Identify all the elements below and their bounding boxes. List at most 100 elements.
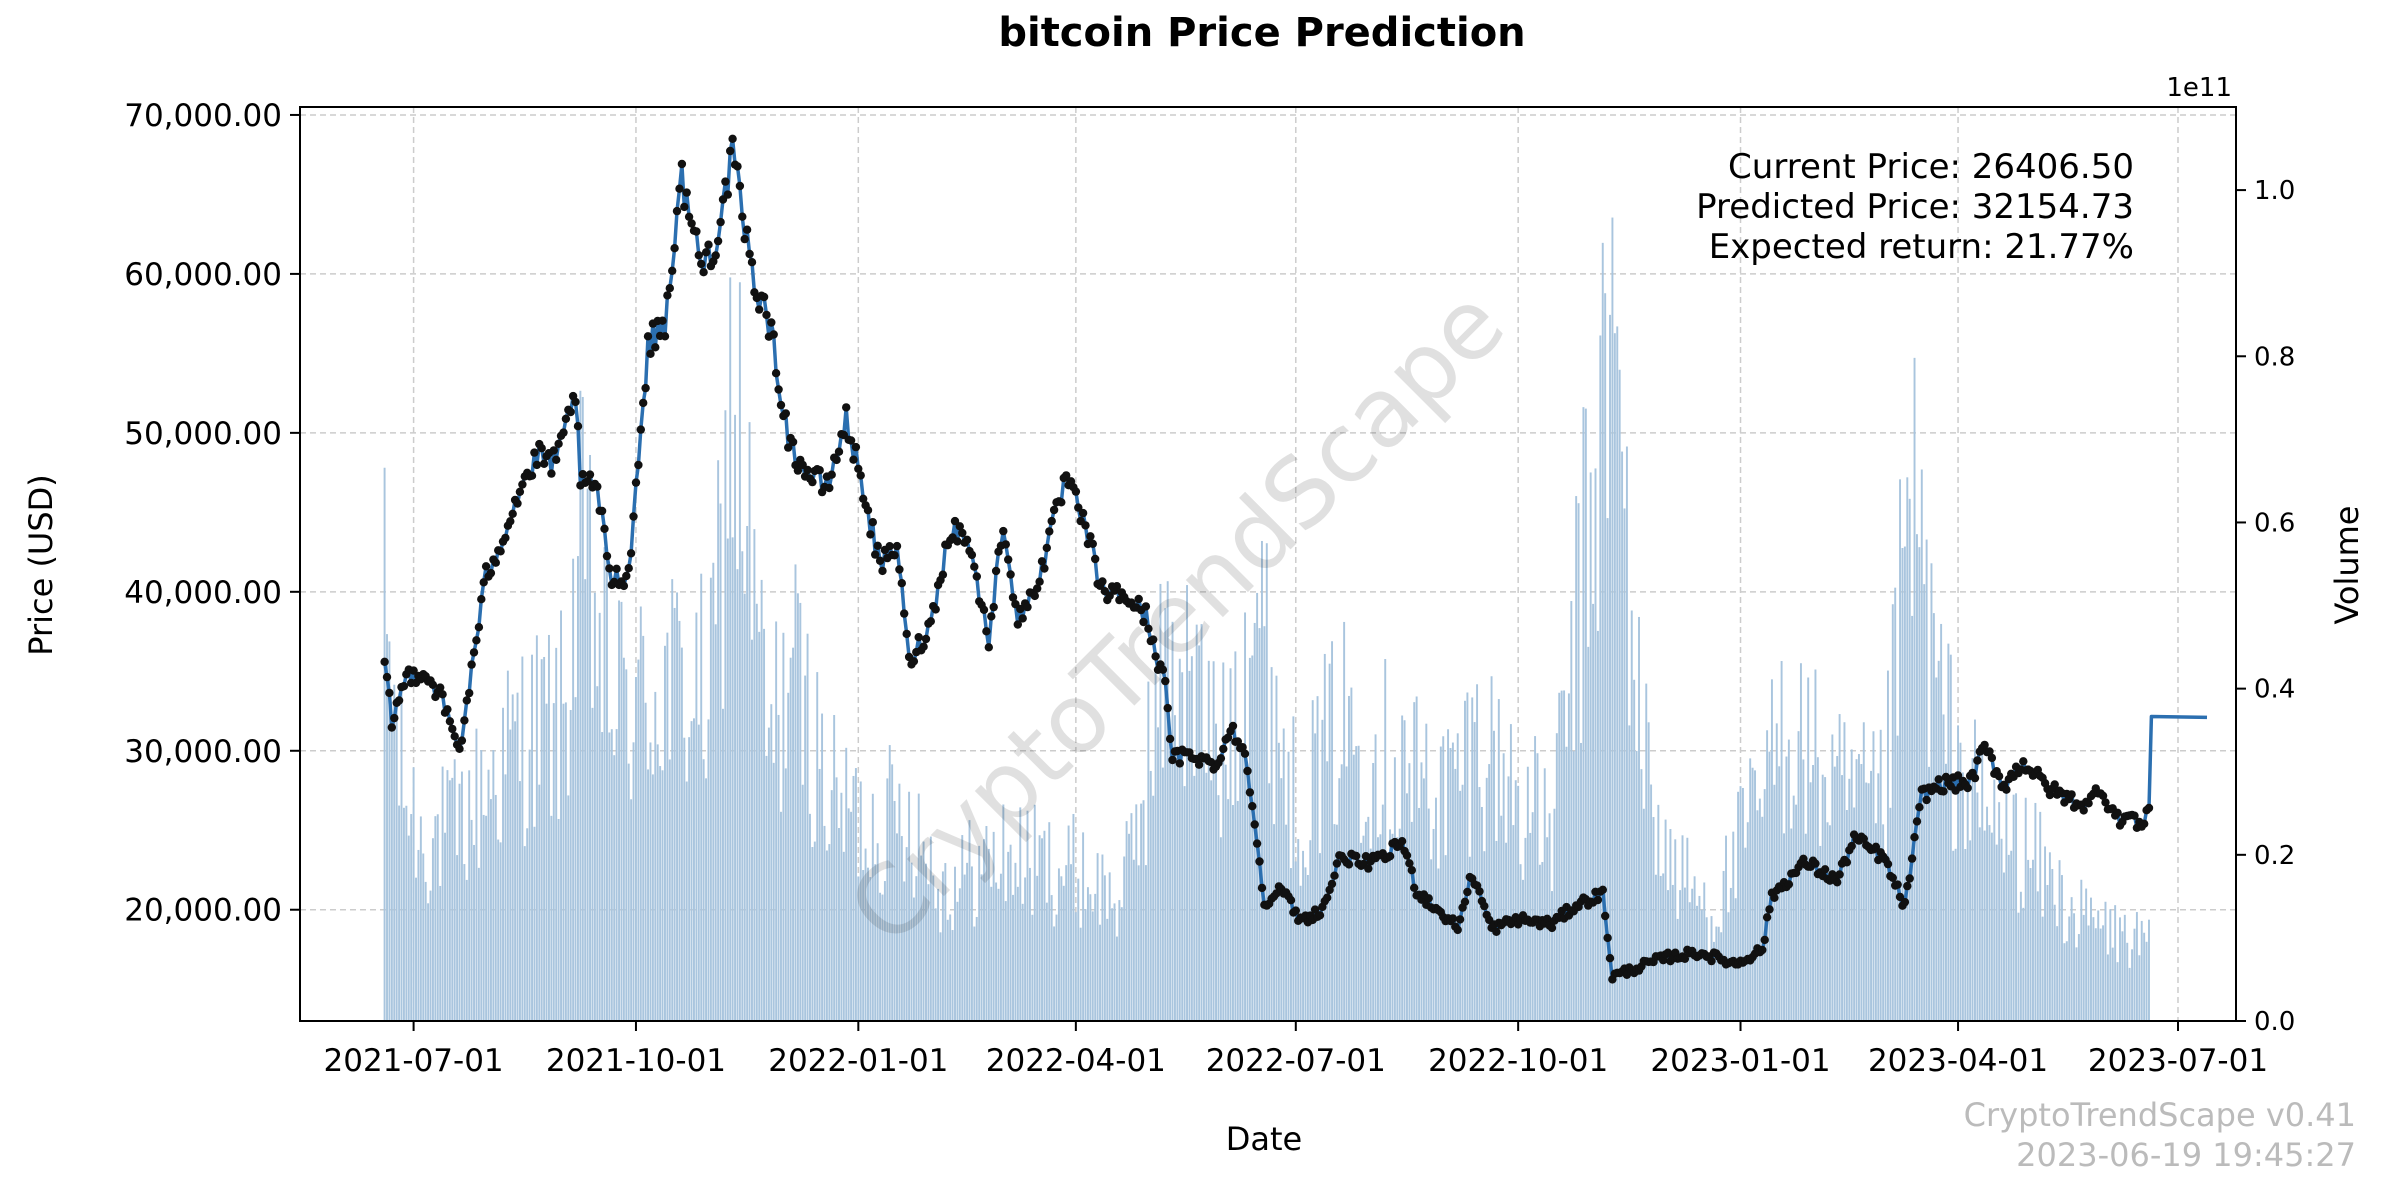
price-marker — [953, 537, 962, 546]
volume-bar — [2073, 913, 2076, 1021]
volume-bar — [1132, 859, 1135, 1021]
volume-bar — [1642, 808, 1645, 1021]
volume-bar — [1362, 835, 1365, 1021]
volume-bar — [620, 601, 623, 1021]
price-marker — [612, 564, 621, 573]
price-marker — [1332, 859, 1342, 868]
volume-bar — [1108, 872, 1111, 1021]
price-marker — [921, 634, 931, 644]
volume-bar — [702, 759, 705, 1021]
volume-bar — [896, 833, 898, 1021]
volume-bar — [1289, 868, 1292, 1021]
volume-bar — [1082, 832, 1085, 1021]
volume-bar — [1140, 803, 1143, 1021]
volume-bar — [1990, 832, 1993, 1021]
volume-bar — [1451, 742, 1454, 1021]
volume-bar — [1988, 825, 1991, 1021]
price-marker — [501, 533, 510, 543]
volume-bar — [1809, 782, 1812, 1021]
price-marker — [445, 717, 455, 726]
volume-bar — [1925, 539, 1928, 1021]
volume-bar — [2044, 846, 2047, 1021]
volume-bar — [639, 606, 642, 1021]
volume-bar — [492, 750, 495, 1021]
volume-bar — [1055, 914, 1058, 1021]
volume-bar — [1396, 837, 1399, 1021]
price-marker — [1144, 624, 1153, 633]
volume-bar — [2097, 910, 2100, 1021]
volume-bar — [1224, 764, 1227, 1021]
price-marker — [1883, 859, 1893, 869]
price-marker — [1023, 602, 1032, 612]
volume-bar — [1889, 807, 1892, 1021]
volume-bar — [1850, 749, 1853, 1021]
volume-bar — [1178, 658, 1181, 1021]
price-marker — [713, 236, 723, 246]
volume-bar — [951, 930, 954, 1021]
volume-bar — [1159, 583, 1162, 1021]
volume-bar — [2094, 928, 2097, 1021]
volume-bar — [818, 768, 821, 1021]
volume-bar — [1169, 751, 1172, 1021]
price-marker — [532, 460, 542, 470]
price-marker — [793, 466, 803, 475]
volume-bar — [821, 713, 824, 1021]
volume-bar — [1260, 540, 1263, 1021]
volume-bar — [487, 769, 490, 1021]
volume-bar — [647, 769, 650, 1021]
price-marker — [890, 551, 899, 560]
volume-bar — [1386, 852, 1389, 1021]
volume-bar — [1154, 670, 1157, 1021]
volume-bar — [2058, 860, 2061, 1021]
volume-bar — [1473, 722, 1476, 1021]
price-marker — [1970, 773, 1980, 783]
volume-bar — [543, 656, 546, 1021]
price-marker — [1364, 864, 1373, 873]
price-marker — [1323, 893, 1332, 902]
price-marker — [2019, 757, 2028, 766]
volume-bar — [1575, 496, 1578, 1021]
volume-bar — [1125, 821, 1128, 1021]
volume-bar — [881, 894, 884, 1021]
volume-bar — [937, 888, 940, 1021]
price-marker — [1151, 652, 1160, 661]
volume-bar — [1596, 630, 1599, 1021]
volume-bar — [1976, 792, 1979, 1021]
volume-bar — [823, 825, 826, 1021]
price-marker — [491, 558, 500, 567]
volume-bar — [835, 777, 838, 1021]
volume-bar — [1855, 759, 1858, 1021]
volume-bar — [1074, 912, 1077, 1021]
volume-bar — [772, 762, 775, 1021]
volume-bar — [444, 832, 446, 1021]
volume-bar — [1584, 408, 1587, 1021]
price-marker — [1842, 858, 1852, 867]
price-marker — [1934, 775, 1943, 784]
price-marker — [687, 219, 696, 228]
price-marker — [472, 636, 481, 645]
volume-bar — [386, 634, 388, 1021]
price-marker — [643, 332, 653, 341]
volume-bar — [1867, 783, 1870, 1021]
volume-bar — [1021, 903, 1024, 1021]
volume-bar — [741, 551, 744, 1021]
price-marker — [481, 562, 491, 571]
price-marker — [919, 642, 928, 651]
volume-bar — [460, 771, 463, 1021]
volume-bar — [398, 805, 401, 1021]
price-marker — [1286, 896, 1296, 905]
volume-bar — [625, 669, 628, 1021]
price-marker — [1030, 591, 1040, 601]
volume-bar — [1198, 645, 1201, 1021]
volume-bar — [854, 768, 857, 1021]
marker-layer — [380, 134, 2154, 984]
volume-bar — [1751, 767, 1754, 1021]
volume-bar — [1393, 757, 1396, 1021]
volume-bar — [634, 677, 637, 1021]
volume-bar — [589, 454, 592, 1022]
volume-bar — [1572, 751, 1575, 1021]
volume-bar — [2010, 850, 2013, 1021]
volume-bar — [1485, 777, 1488, 1021]
volume-bar — [1710, 916, 1713, 1021]
price-marker — [1168, 755, 1177, 765]
